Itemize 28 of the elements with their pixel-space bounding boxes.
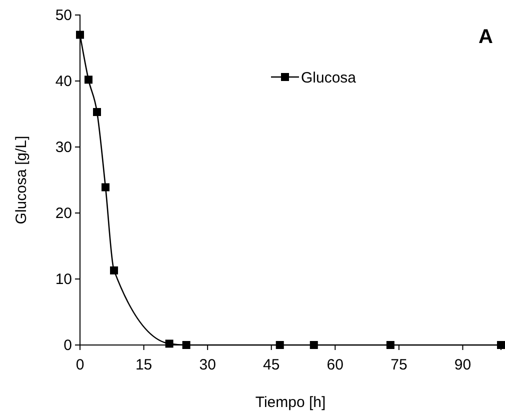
x-tick-label: 15 [135, 356, 152, 374]
y-tick-label: 0 [64, 336, 72, 354]
point [165, 340, 174, 348]
point [93, 108, 102, 116]
y-tick-label: 40 [55, 72, 72, 90]
x-tick-label: 75 [390, 356, 408, 374]
y-tick-label: 50 [55, 6, 72, 24]
x-tick-label: 30 [199, 356, 216, 374]
annotation: A [478, 26, 493, 48]
point [497, 341, 505, 349]
point [276, 341, 284, 349]
x-tick-label: 0 [76, 356, 84, 374]
point [310, 341, 318, 349]
point [182, 341, 190, 349]
legend-label: Glucosa [301, 69, 357, 86]
x-tick-label: 60 [326, 356, 344, 374]
x-tick-label: 45 [263, 356, 280, 374]
y-tick-label: 30 [55, 138, 72, 156]
point [76, 30, 84, 39]
x-tick-label: 90 [454, 356, 472, 374]
point [110, 266, 118, 274]
point [102, 183, 110, 192]
x-axis-title: Tiempo [h] [255, 394, 326, 411]
y-tick-label: 20 [55, 204, 72, 222]
y-axis-title: Glucosa [g/L] [13, 136, 30, 224]
point [386, 341, 394, 349]
point [84, 76, 93, 84]
y-tick-label: 10 [55, 270, 72, 288]
